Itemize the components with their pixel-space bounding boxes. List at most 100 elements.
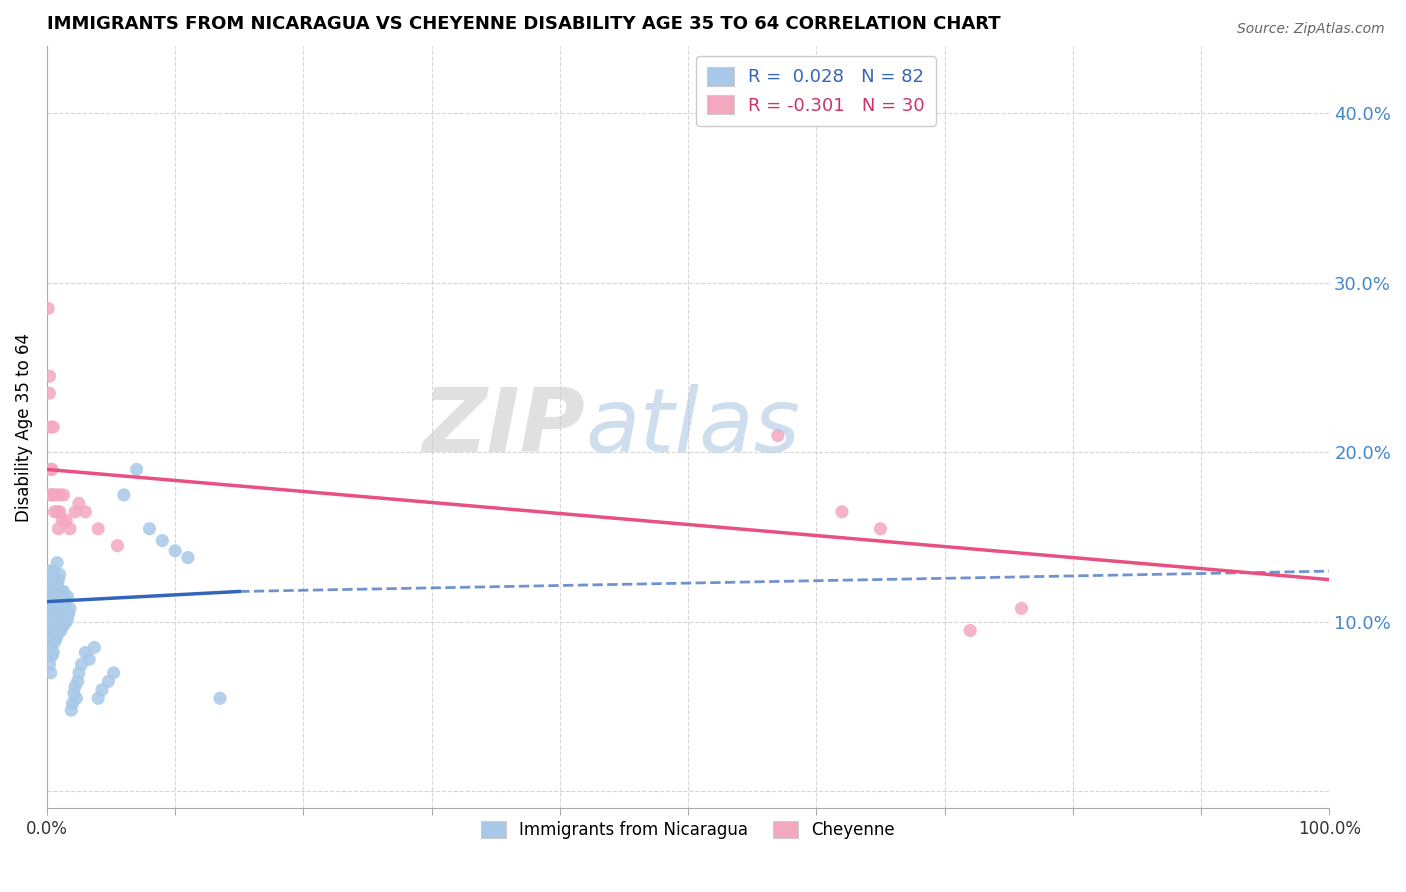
Text: Source: ZipAtlas.com: Source: ZipAtlas.com — [1237, 22, 1385, 37]
Point — [45, 632, 67, 646]
Point — [51, 513, 73, 527]
Text: IMMIGRANTS FROM NICARAGUA VS CHEYENNE DISABILITY AGE 35 TO 64 CORRELATION CHART: IMMIGRANTS FROM NICARAGUA VS CHEYENNE DI… — [46, 15, 1001, 33]
Point — [42, 624, 65, 638]
Point — [87, 691, 110, 706]
Point — [38, 369, 60, 384]
Point — [63, 505, 86, 519]
Legend: Immigrants from Nicaragua, Cheyenne: Immigrants from Nicaragua, Cheyenne — [474, 814, 901, 846]
Point — [766, 428, 789, 442]
Point — [48, 607, 70, 621]
Point — [177, 550, 200, 565]
Point — [58, 607, 80, 621]
Point — [38, 386, 60, 401]
Point — [45, 488, 67, 502]
Point — [39, 590, 62, 604]
Point — [63, 686, 86, 700]
Text: atlas: atlas — [585, 384, 800, 470]
Point — [1011, 601, 1033, 615]
Point — [46, 505, 69, 519]
Point — [49, 624, 72, 638]
Point — [55, 615, 77, 629]
Point — [51, 618, 73, 632]
Point — [138, 522, 160, 536]
Point — [37, 624, 59, 638]
Point — [42, 564, 65, 578]
Point — [48, 505, 70, 519]
Point — [831, 505, 853, 519]
Point — [48, 522, 70, 536]
Point — [97, 674, 120, 689]
Point — [65, 691, 87, 706]
Point — [38, 581, 60, 595]
Point — [66, 674, 89, 689]
Point — [62, 697, 84, 711]
Point — [125, 462, 148, 476]
Point — [38, 564, 60, 578]
Point — [39, 640, 62, 655]
Point — [87, 522, 110, 536]
Point — [41, 581, 63, 595]
Point — [48, 590, 70, 604]
Point — [56, 590, 79, 604]
Point — [45, 594, 67, 608]
Point — [83, 640, 105, 655]
Point — [39, 420, 62, 434]
Point — [67, 665, 90, 680]
Point — [44, 594, 66, 608]
Point — [52, 618, 75, 632]
Point — [42, 420, 65, 434]
Point — [77, 652, 100, 666]
Point — [48, 590, 70, 604]
Point — [48, 624, 70, 638]
Point — [46, 577, 69, 591]
Point — [49, 607, 72, 621]
Point — [52, 488, 75, 502]
Point — [41, 648, 63, 663]
Point — [46, 628, 69, 642]
Point — [107, 539, 129, 553]
Point — [869, 522, 891, 536]
Point — [42, 584, 65, 599]
Point — [165, 543, 187, 558]
Point — [48, 624, 70, 638]
Point — [70, 657, 93, 672]
Point — [37, 301, 59, 316]
Point — [48, 607, 70, 621]
Point — [37, 607, 59, 621]
Point — [75, 505, 97, 519]
Point — [42, 488, 65, 502]
Point — [41, 601, 63, 615]
Point — [48, 488, 70, 502]
Point — [45, 577, 67, 591]
Point — [56, 611, 79, 625]
Point — [63, 680, 86, 694]
Text: ZIP: ZIP — [423, 384, 585, 471]
Point — [38, 607, 60, 621]
Point — [44, 505, 66, 519]
Point — [959, 624, 981, 638]
Point — [103, 665, 125, 680]
Point — [91, 682, 114, 697]
Point — [208, 691, 231, 706]
Point — [75, 645, 97, 659]
Point — [44, 635, 66, 649]
Point — [112, 488, 135, 502]
Point — [41, 624, 63, 638]
Point — [53, 594, 76, 608]
Point — [37, 590, 59, 604]
Point — [39, 615, 62, 629]
Point — [46, 611, 69, 625]
Point — [44, 573, 66, 587]
Point — [150, 533, 173, 548]
Point — [55, 594, 77, 608]
Point — [38, 657, 60, 672]
Point — [52, 584, 75, 599]
Point — [42, 645, 65, 659]
Point — [44, 615, 66, 629]
Point — [39, 462, 62, 476]
Point — [45, 615, 67, 629]
Point — [38, 632, 60, 646]
Point — [42, 601, 65, 615]
Point — [52, 601, 75, 615]
Point — [39, 665, 62, 680]
